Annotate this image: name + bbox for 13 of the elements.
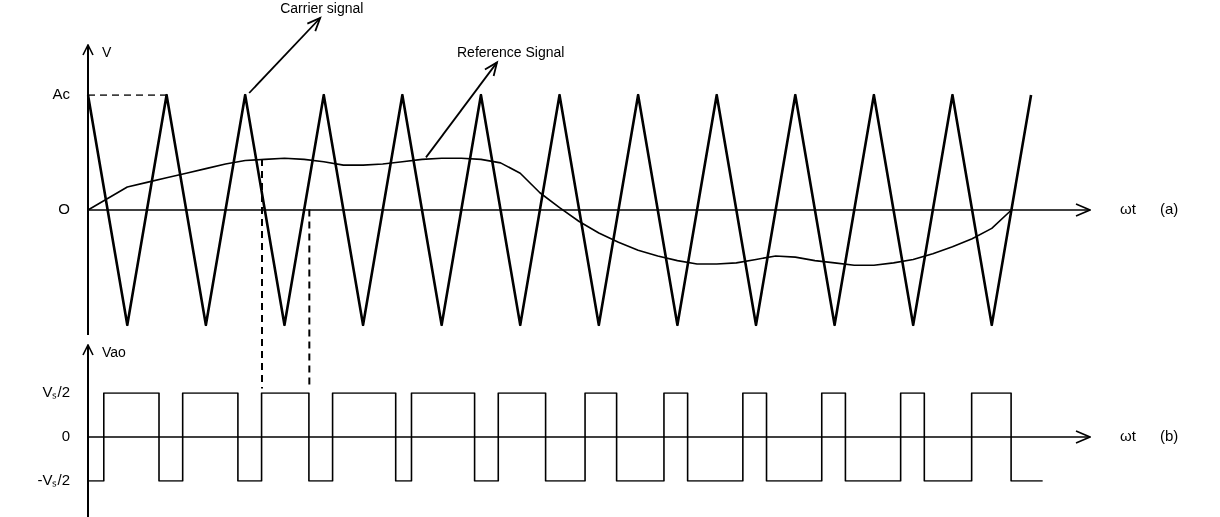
text: Carrier signal	[280, 0, 364, 16]
x-axis-title: ωt	[1120, 200, 1137, 218]
x-axis-title: ωt	[1120, 427, 1137, 445]
text: (b)	[1160, 427, 1179, 445]
y-axis-title: Vao	[102, 343, 127, 360]
text: -Vₛ/2	[37, 471, 70, 489]
text: Ac	[52, 85, 71, 103]
text: 0	[61, 427, 70, 445]
y-axis-title: V	[102, 43, 112, 60]
text: Vₛ/2	[42, 383, 70, 401]
text: (a)	[1160, 200, 1179, 218]
text: Reference Signal	[457, 44, 565, 61]
text: O	[58, 200, 70, 218]
